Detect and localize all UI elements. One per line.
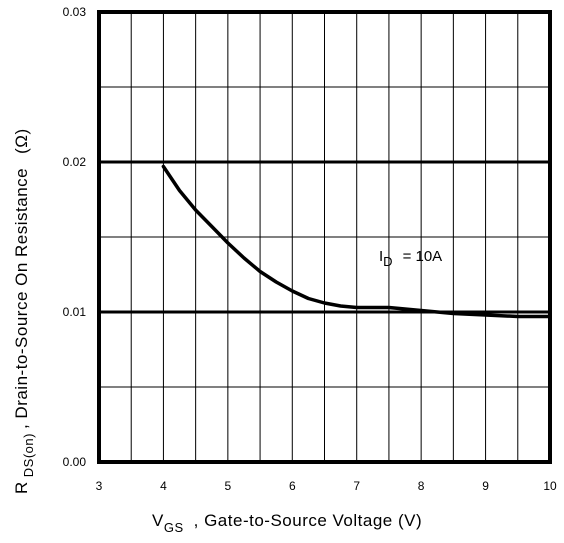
annotation-symbol: I [379, 248, 383, 265]
x-axis-symbol: V [152, 511, 164, 530]
grid [99, 12, 550, 462]
x-tick-label: 5 [225, 479, 232, 493]
x-tick-label: 4 [160, 479, 167, 493]
x-axis-subscript: GS [164, 520, 184, 535]
y-tick-label: 0.02 [63, 155, 87, 169]
y-tick-label: 0.00 [63, 455, 87, 469]
y-tick-label: 0.03 [63, 5, 87, 19]
y-axis-subscript: DS(on) [21, 433, 36, 477]
x-tick-label: 10 [543, 479, 557, 493]
annotation-value: = 10A [403, 248, 443, 265]
y-axis-unit: (Ω) [12, 128, 31, 154]
x-tick-label: 9 [482, 479, 489, 493]
y-axis-title: R DS(on) , Drain-to-Source On Resistance (Ω… [12, 128, 36, 494]
y-axis-text: , Drain-to-Source On Resistance [12, 168, 31, 429]
x-tick-label: 8 [418, 479, 425, 493]
x-tick-label: 7 [353, 479, 360, 493]
rdson-curve [161, 164, 552, 319]
x-tick-labels: 3 4 5 6 7 8 9 10 [96, 479, 557, 493]
x-tick-label: 3 [96, 479, 103, 493]
x-axis-title: VGS , Gate-to-Source Voltage (V) [152, 511, 422, 535]
y-tick-label: 0.01 [63, 305, 87, 319]
plot-frame [97, 10, 552, 464]
y-tick-labels: 0.00 0.01 0.02 0.03 [63, 5, 87, 469]
x-axis-text: , Gate-to-Source Voltage (V) [194, 511, 423, 530]
y-axis-symbol: R [12, 481, 31, 494]
annotation-subscript: D [383, 254, 392, 269]
x-tick-label: 6 [289, 479, 296, 493]
annotation-label: ID = 10A [379, 248, 442, 269]
